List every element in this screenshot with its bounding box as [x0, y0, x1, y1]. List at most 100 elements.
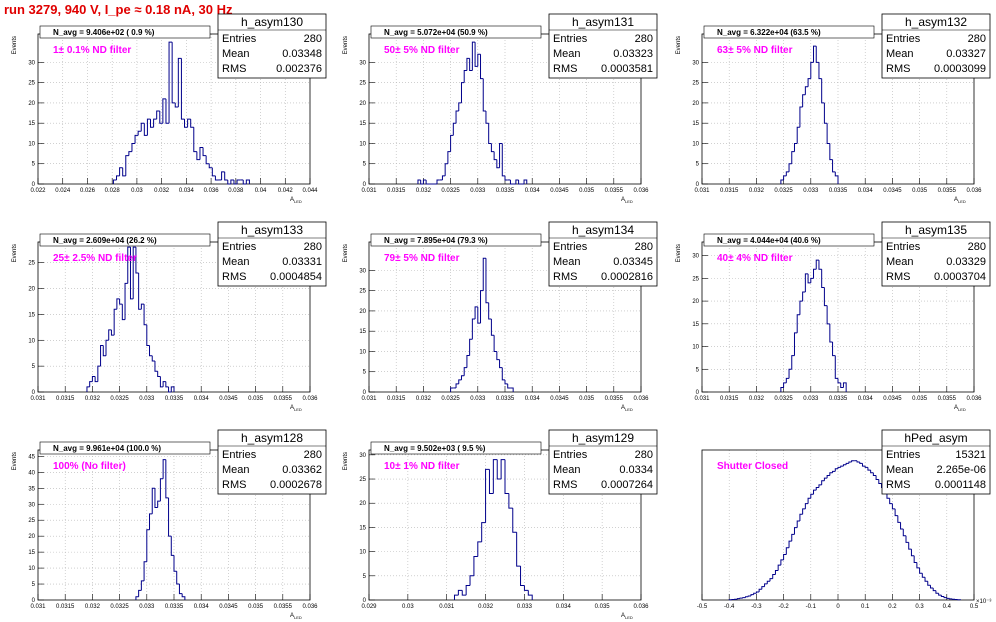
stats-value: 280 — [635, 449, 653, 461]
x-tick-label: 0.0325 — [441, 188, 460, 194]
histogram-bin — [100, 344, 104, 367]
y-tick-label: 10 — [359, 550, 366, 556]
stats-box — [881, 429, 991, 495]
stats-label: Entries — [553, 241, 588, 253]
x-tick-label: 0.031 — [30, 396, 46, 402]
stats-value: 0.0002678 — [270, 479, 322, 491]
stats-box — [881, 13, 991, 79]
stats-box — [548, 429, 658, 495]
histogram-bin — [150, 119, 154, 128]
histogram-bin — [455, 383, 459, 388]
histogram-bin — [91, 375, 96, 382]
x-tick-label: 0.031 — [439, 604, 455, 610]
stats-value: 0.03345 — [613, 256, 653, 268]
stats-box — [548, 221, 658, 287]
stats-label: RMS — [553, 63, 577, 75]
x-tick-label: 0.044 — [302, 188, 318, 194]
filter-note: Shutter Closed — [717, 461, 788, 472]
histogram-bin — [761, 586, 765, 590]
y-tick-label: 5 — [32, 364, 36, 370]
x-tick-label: 0.0325 — [774, 396, 793, 402]
histogram-bin — [802, 508, 806, 515]
histogram-bin — [821, 78, 825, 104]
histogram-bin — [154, 488, 158, 508]
histogram-bin — [450, 387, 454, 392]
x-tick-label: 0.038 — [228, 188, 244, 194]
histogram-bin — [460, 82, 465, 103]
x-tick-label: 0.031 — [30, 604, 46, 610]
histogram-bin — [859, 462, 863, 464]
y-tick-label: 15 — [359, 525, 366, 531]
stats-box — [217, 429, 327, 495]
x-tick-label: 0.031 — [694, 188, 710, 194]
histogram-bin — [823, 102, 828, 124]
histogram-bin — [187, 118, 191, 128]
stats-label: Mean — [222, 48, 250, 60]
histogram-bin — [924, 577, 928, 582]
navg-box — [39, 233, 211, 247]
x-tick-label: 0.035 — [579, 396, 595, 402]
histogram-bin — [162, 98, 166, 124]
histogram-bin — [496, 351, 500, 361]
histogram-pad-h-asym132: 0 5 10 15 20 25 30 0.031 0.0315 0.032 0.0325 0.033 0… — [676, 13, 991, 204]
stats-box — [217, 221, 327, 287]
x-tick-label: 0.022 — [30, 188, 46, 194]
stats-value: 0.0003099 — [934, 63, 986, 75]
navg-label: N_avg = 7.895e+04 (79.3 %) — [384, 236, 488, 245]
x-tick-label: -0.1 — [806, 604, 817, 610]
histogram-bin — [829, 323, 833, 343]
histogram-bin — [834, 355, 838, 379]
histogram-bin — [458, 102, 462, 112]
histogram-bin — [469, 575, 474, 586]
stats-value: 280 — [635, 33, 653, 45]
x-tick-label: 0.031 — [361, 396, 377, 402]
histogram-bin — [913, 555, 917, 563]
x-tick-label: 0.032 — [85, 604, 101, 610]
histogram-bin — [815, 259, 819, 270]
histogram-bin — [747, 595, 751, 597]
x-tick-label: 0.036 — [302, 604, 318, 610]
histogram-bin — [894, 508, 898, 517]
y-tick-label: 15 — [28, 312, 35, 318]
y-axis-label: Events — [12, 36, 18, 54]
histogram-bin — [176, 571, 180, 585]
histogram-bin — [138, 273, 142, 310]
histogram-bin — [872, 472, 877, 476]
histogram-bin — [940, 595, 945, 598]
histogram-bin — [135, 247, 139, 274]
x-tick-label: 0.0345 — [550, 188, 569, 194]
histogram-bin — [837, 466, 841, 469]
histogram-bin — [496, 159, 500, 169]
histogram-pad-h-asym130: 0 5 10 15 20 25 30 0.022 0.024 0.026 0.028 0.03 0.03… — [12, 13, 327, 204]
filter-note: 50± 5% ND filter — [384, 45, 460, 56]
x-axis-label: ALED — [954, 197, 966, 204]
x-tick-label: 0.0345 — [219, 396, 238, 402]
stats-label: Entries — [886, 241, 921, 253]
histogram-pad-h-asym133: 0 5 10 15 20 25 0.031 0.0315 0.032 0.0325 0.033 0.0… — [12, 221, 327, 412]
y-tick-label: 15 — [28, 550, 35, 556]
y-tick-label: 10 — [359, 141, 366, 147]
histogram-bin — [224, 171, 228, 181]
x-tick-label: 0.034 — [858, 396, 874, 402]
stats-label: Entries — [553, 449, 588, 461]
y-tick-label: 0 — [32, 598, 36, 604]
histogram-bin — [780, 386, 784, 392]
histogram-bin — [482, 257, 486, 291]
x-tick-label: 0.029 — [361, 604, 377, 610]
histogram-bin — [143, 123, 148, 136]
y-tick-label: 10 — [28, 141, 35, 147]
y-tick-label: 5 — [363, 370, 367, 376]
histogram-bin — [143, 304, 147, 326]
histogram-bin — [840, 382, 844, 388]
y-tick-label: 30 — [359, 60, 366, 66]
histogram-bin — [196, 151, 200, 161]
histogram-bin — [227, 179, 231, 185]
filter-note: 1± 0.1% ND filter — [53, 45, 131, 56]
histogram-bin — [886, 492, 890, 499]
histogram-bin — [910, 549, 915, 557]
stats-label: RMS — [222, 63, 246, 75]
histogram-bin — [807, 273, 811, 284]
filter-note: 100% (No filter) — [53, 461, 126, 472]
histogram-bin — [112, 179, 117, 184]
histogram-bin — [159, 478, 164, 502]
